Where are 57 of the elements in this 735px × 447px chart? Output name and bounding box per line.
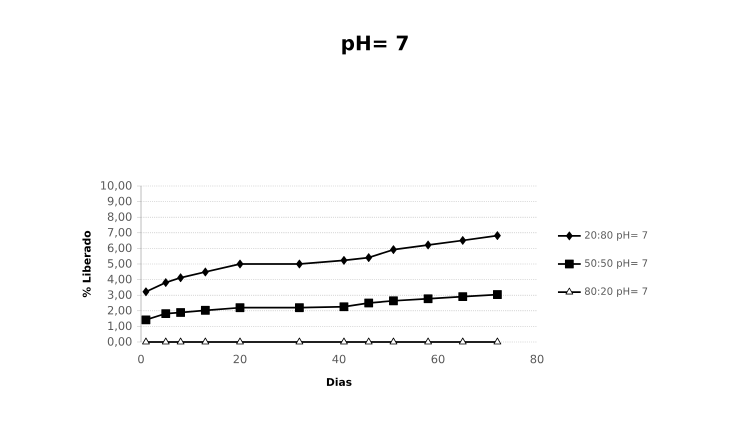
y-tick-label: 10,00 xyxy=(101,181,132,191)
point xyxy=(236,303,244,312)
legend-label: 50:50 pH= 7 xyxy=(585,259,648,269)
x-tick-label: 20 xyxy=(234,354,246,364)
point xyxy=(364,338,373,344)
point xyxy=(458,338,467,344)
point xyxy=(494,231,501,240)
y-tick-label: 7,00 xyxy=(108,228,132,238)
point xyxy=(296,338,304,344)
y-tick-label: 6,00 xyxy=(108,244,132,254)
y-tick-label: 0,00 xyxy=(108,337,132,347)
point xyxy=(389,296,398,306)
y-tick-label: 5,00 xyxy=(108,259,132,269)
point xyxy=(177,273,184,282)
point xyxy=(176,338,184,344)
point xyxy=(390,338,398,344)
y-tick-label: 9,00 xyxy=(108,196,132,206)
point xyxy=(365,253,372,262)
y-tick-label: 2,00 xyxy=(108,306,132,316)
point xyxy=(236,260,244,268)
point xyxy=(458,292,468,302)
y-tick-label: 8,00 xyxy=(108,212,132,222)
point xyxy=(424,338,432,344)
x-tick-label: 80 xyxy=(530,354,544,364)
point xyxy=(236,338,244,344)
point xyxy=(142,315,150,324)
point xyxy=(364,298,374,308)
point xyxy=(142,287,150,296)
point xyxy=(161,309,170,318)
point xyxy=(424,240,432,250)
x-axis-title: Dias xyxy=(326,378,352,386)
point xyxy=(340,256,348,265)
point xyxy=(390,245,397,254)
point xyxy=(162,338,170,344)
point xyxy=(201,338,210,344)
point xyxy=(493,290,502,299)
point xyxy=(494,338,502,344)
point xyxy=(295,303,304,312)
y-axis-title: % Liberado xyxy=(82,230,91,298)
y-tick-label: 4,00 xyxy=(108,274,132,284)
point xyxy=(176,308,186,317)
point xyxy=(162,278,170,287)
legend-label: 80:20 pH= 7 xyxy=(584,287,648,297)
point xyxy=(459,236,466,245)
point xyxy=(200,306,210,315)
y-tick-label: 1,00 xyxy=(108,322,132,332)
x-tick-label: 60 xyxy=(432,354,444,364)
point xyxy=(202,268,209,276)
x-tick-label: 0 xyxy=(138,354,144,364)
point xyxy=(340,302,348,312)
chart-title: pH= 7 xyxy=(342,36,408,54)
point xyxy=(424,294,432,304)
y-tick-label: 3,00 xyxy=(108,290,132,300)
x-tick-label: 40 xyxy=(332,354,346,364)
legend-label: 20:80 pH= 7 xyxy=(585,231,648,241)
point xyxy=(340,338,348,344)
point xyxy=(296,260,303,268)
